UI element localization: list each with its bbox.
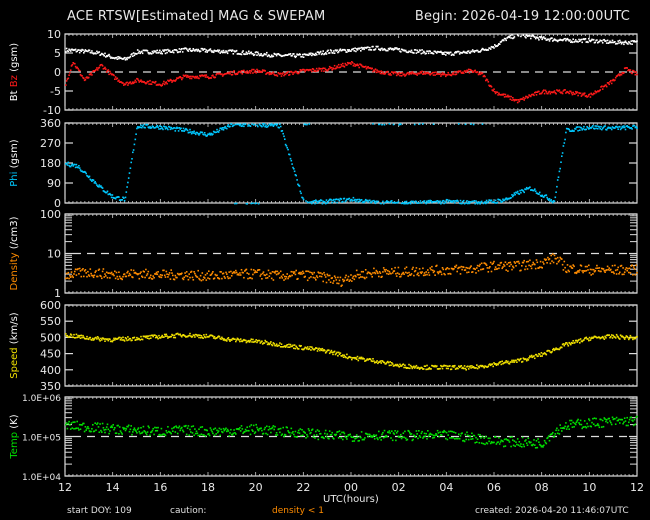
y-axis-label: Speed (km/s) bbox=[9, 312, 20, 379]
y-tick-label: 10 bbox=[47, 28, 61, 41]
panel-speed: 600 550 500 450 400 350 Speed (km/s) bbox=[9, 299, 638, 393]
x-tick-label: 12 bbox=[58, 481, 72, 494]
y-axis-label: Density (/cm3) bbox=[9, 216, 20, 290]
x-tick-label: 18 bbox=[201, 481, 215, 494]
start-doy: start DOY: 109 bbox=[67, 506, 132, 516]
chart-title: ACE RTSW[Estimated] MAG & SWEPAM bbox=[67, 9, 326, 24]
y-tick-label: 360 bbox=[40, 117, 61, 130]
caution-label: caution: bbox=[170, 506, 207, 516]
y-tick-label: 180 bbox=[40, 157, 61, 170]
created-timestamp: created: 2026-04-20 11:46:07UTC bbox=[475, 506, 629, 516]
x-tick-label: 12 bbox=[630, 481, 644, 494]
series-bt bbox=[65, 34, 638, 61]
y-tick-label: 90 bbox=[47, 177, 61, 190]
panel-temp: 1.0E+06 1.0E+05 1.0E+04 Temp (K) bbox=[9, 394, 638, 483]
y-tick-label: 600 bbox=[40, 299, 61, 312]
y-axis-label: Bt Bz (gsm) bbox=[9, 43, 20, 101]
series-phi bbox=[65, 123, 638, 205]
panel-bt: 10 5 0 -5 -10 Bt Bz (gsm) bbox=[9, 28, 638, 117]
x-tick-label: 16 bbox=[153, 481, 167, 494]
x-tick-label: 00 bbox=[344, 481, 358, 494]
x-tick-label: 20 bbox=[249, 481, 263, 494]
y-tick-label: 500 bbox=[40, 331, 61, 344]
series-speed bbox=[65, 332, 638, 371]
y-tick-label: 450 bbox=[40, 348, 61, 361]
y-axis-label: Temp (K) bbox=[9, 414, 20, 459]
y-tick-label: -5 bbox=[50, 85, 61, 98]
y-tick-label: 1.0E+06 bbox=[22, 394, 61, 404]
series-temp bbox=[65, 415, 638, 449]
x-tick-label: 22 bbox=[296, 481, 310, 494]
y-tick-label: 1.0E+05 bbox=[22, 434, 61, 444]
x-axis-label: UTC(hours) bbox=[323, 494, 379, 505]
x-tick-label: 04 bbox=[439, 481, 453, 494]
x-tick-label: 14 bbox=[106, 481, 120, 494]
y-tick-label: 10 bbox=[47, 248, 61, 261]
panel-phi: 360 270 180 90 0 Phi (gsm) bbox=[9, 117, 638, 210]
series-density bbox=[65, 253, 638, 287]
x-tick-label: 10 bbox=[582, 481, 596, 494]
y-tick-label: 1.0E+04 bbox=[22, 473, 61, 483]
y-tick-label: 400 bbox=[40, 364, 61, 377]
panel-density: 100 10 1 Density (/cm3) bbox=[9, 208, 638, 300]
y-tick-label: 5 bbox=[54, 47, 61, 60]
y-tick-label: 0 bbox=[54, 66, 61, 79]
x-tick-label: 06 bbox=[487, 481, 501, 494]
y-tick-label: 350 bbox=[40, 380, 61, 393]
y-tick-label: -10 bbox=[43, 104, 61, 117]
x-tick-label: 08 bbox=[535, 481, 549, 494]
series-bz bbox=[65, 61, 638, 104]
y-tick-label: 550 bbox=[40, 315, 61, 328]
y-tick-label: 100 bbox=[40, 208, 61, 221]
y-tick-label: 1 bbox=[54, 287, 61, 300]
y-axis-label: Phi (gsm) bbox=[9, 139, 20, 187]
x-tick-label: 02 bbox=[392, 481, 406, 494]
begin-timestamp: Begin: 2026-04-19 12:00:00UTC bbox=[414, 9, 630, 24]
y-tick-label: 0 bbox=[54, 197, 61, 210]
caution-density-note: density < 1 bbox=[272, 506, 324, 516]
y-tick-label: 270 bbox=[40, 137, 61, 150]
